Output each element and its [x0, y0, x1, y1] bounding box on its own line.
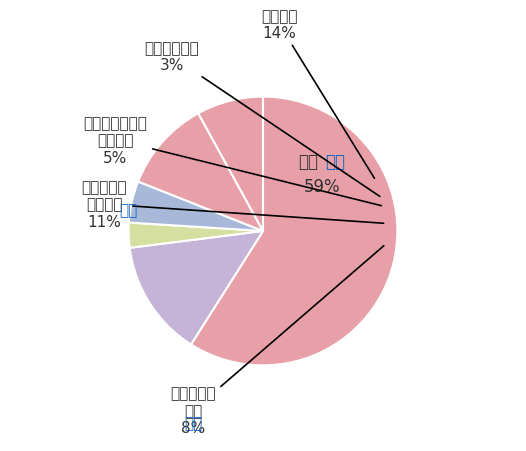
Wedge shape: [129, 223, 263, 248]
Text: 疲労: 疲労: [184, 415, 203, 430]
Text: 疲労: 疲労: [119, 202, 138, 217]
Text: 単純: 単純: [298, 152, 318, 170]
Wedge shape: [198, 97, 263, 231]
Text: 低サイクル
疲労
8%: 低サイクル 疲労 8%: [170, 246, 384, 435]
Wedge shape: [191, 97, 397, 366]
Text: 静的破壊
14%: 静的破壊 14%: [261, 9, 375, 179]
Text: 腐食・破裂等
3%: 腐食・破裂等 3%: [144, 41, 380, 197]
Wedge shape: [129, 182, 263, 231]
Text: 59%: 59%: [304, 178, 340, 196]
Text: 応力腐食割れ・
遅れ破壊
5%: 応力腐食割れ・ 遅れ破壊 5%: [83, 115, 381, 206]
Wedge shape: [138, 114, 263, 231]
Wedge shape: [130, 231, 263, 345]
Text: 疲労: 疲労: [325, 152, 345, 170]
Text: 熱・腐食・
転動疲労
11%: 熱・腐食・ 転動疲労 11%: [82, 180, 383, 230]
